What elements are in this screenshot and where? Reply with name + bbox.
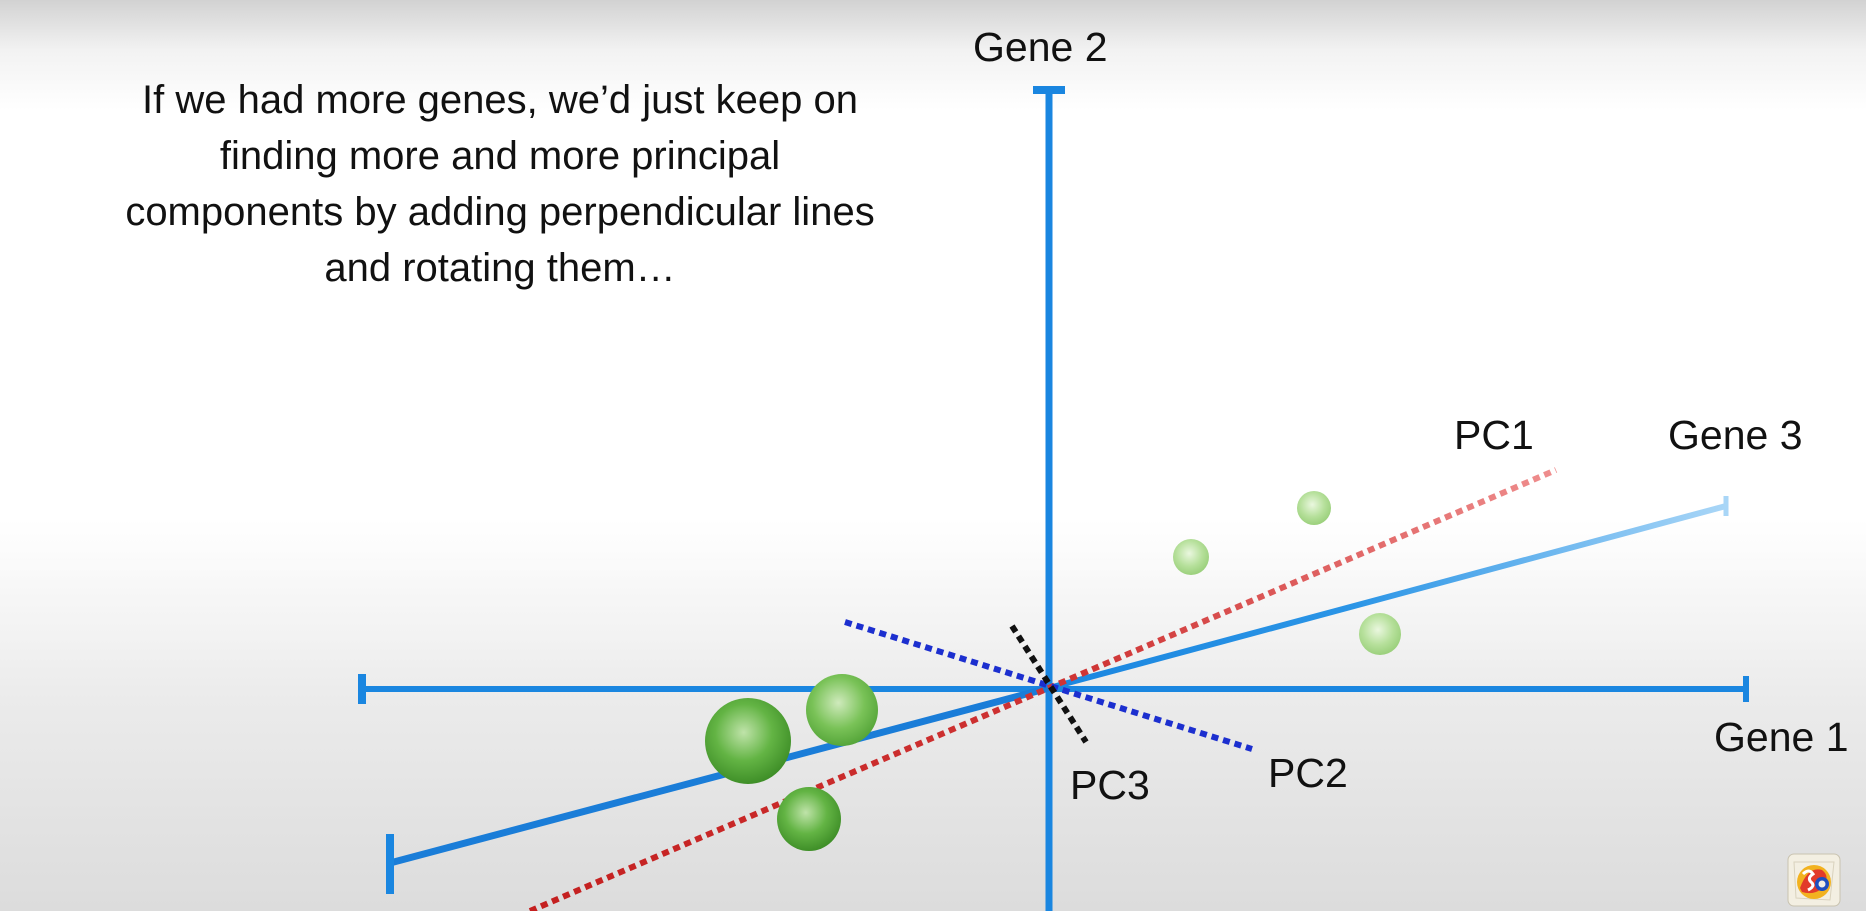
gene2-label: Gene 2 bbox=[973, 24, 1108, 70]
caption-line: components by adding perpendicular lines bbox=[125, 190, 875, 234]
caption-text: If we had more genes, we’d just keep on … bbox=[20, 72, 980, 296]
gene3-axis bbox=[386, 496, 1729, 894]
pc3-line bbox=[1009, 624, 1089, 744]
statquest-logo-icon bbox=[1787, 853, 1841, 907]
caption-line: and rotating them… bbox=[324, 246, 676, 290]
gene3-label: Gene 3 bbox=[1668, 412, 1803, 458]
pc3-label: PC3 bbox=[1070, 762, 1150, 808]
data-point bbox=[777, 787, 841, 851]
data-point bbox=[705, 698, 791, 784]
caption-line: If we had more genes, we’d just keep on bbox=[142, 78, 858, 122]
data-point bbox=[1359, 613, 1401, 655]
pc1-line bbox=[528, 467, 1558, 911]
gene1-label: Gene 1 bbox=[1714, 714, 1849, 760]
data-point bbox=[1297, 491, 1331, 525]
gene2-axis bbox=[1033, 86, 1065, 911]
data-point bbox=[1173, 539, 1209, 575]
pc1-label: PC1 bbox=[1454, 412, 1534, 458]
caption-line: finding more and more principal bbox=[219, 134, 781, 178]
data-point bbox=[806, 674, 878, 746]
pc2-label: PC2 bbox=[1268, 750, 1348, 796]
